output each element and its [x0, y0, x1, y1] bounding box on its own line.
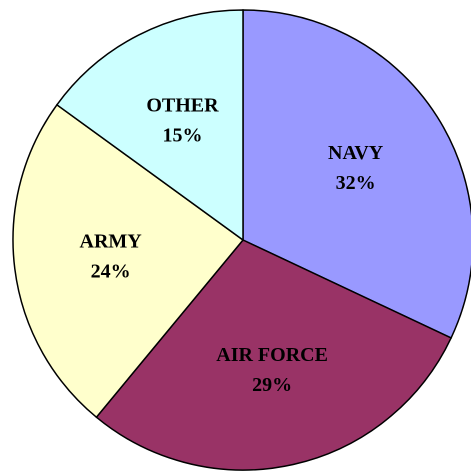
pie-slice [95, 239, 453, 471]
slice-value-label: 24% [91, 260, 131, 282]
slice-label: OTHER [146, 95, 219, 117]
slice-label: ARMY [80, 230, 143, 252]
pie-slice [242, 9, 471, 339]
slice-label: AIR FORCE [216, 344, 328, 366]
pie-slice [12, 103, 245, 419]
slice-value-label: 32% [336, 172, 376, 194]
slice-label: NAVY [328, 142, 384, 164]
pie-slice [55, 9, 244, 242]
slice-value-label: 15% [162, 125, 202, 147]
slice-value-label: 29% [252, 374, 292, 396]
